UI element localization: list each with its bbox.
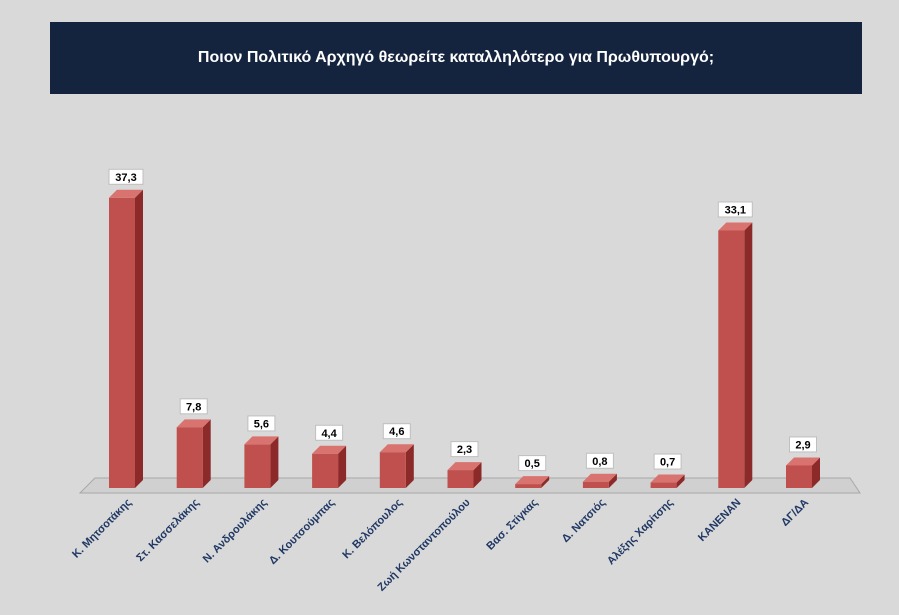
data-label-text: 2,3	[457, 444, 472, 456]
bar-side	[541, 476, 550, 488]
category-label-9: Αλέξης Χαρίτσης	[605, 496, 676, 567]
bar-front	[312, 453, 339, 488]
bar-top	[109, 189, 143, 198]
chart-title-bar: Ποιον Πολιτικό Αρχηγό θεωρείτε καταλληλό…	[50, 22, 862, 94]
data-label-10: 33,1	[717, 201, 753, 218]
bar-5	[379, 444, 414, 488]
category-label-2: Στ. Κασσελάκης	[134, 496, 202, 564]
bar-side	[608, 473, 617, 488]
data-label-text: 37,3	[115, 172, 136, 184]
bar-top	[515, 476, 550, 485]
bar-side	[405, 444, 414, 488]
data-label-7: 0,5	[518, 455, 547, 472]
bar-side	[744, 222, 753, 488]
category-label-4: Δ. Κουτσούμπας	[267, 496, 337, 566]
data-label-text: 0,7	[660, 457, 675, 469]
data-label-box	[247, 415, 276, 432]
bar-side	[812, 457, 820, 488]
bar-side	[676, 474, 685, 488]
data-label-box	[315, 424, 344, 441]
bar-8	[582, 473, 617, 488]
data-label-2: 7,8	[179, 398, 208, 415]
data-label-text: 0,8	[592, 456, 607, 468]
bar-top	[312, 445, 347, 454]
category-label-1: Κ. Μητσοτάκης	[70, 496, 134, 560]
bar-11	[786, 457, 820, 488]
bar-9	[650, 474, 685, 488]
data-labels: 37,3 7,8 5,6 4,4 4,6 2,3 0,5 0,8 0,7 33,1 2,9	[108, 168, 817, 472]
data-label-box	[717, 201, 753, 218]
bar-front	[786, 465, 812, 488]
data-label-text: 5,6	[254, 418, 269, 430]
category-label-3: Ν. Ανδρουλάκης	[201, 496, 270, 565]
bar-front	[109, 197, 135, 488]
data-label-11: 2,9	[789, 436, 817, 453]
bar-3	[244, 436, 279, 488]
category-label-7: Βασ. Στίγκας	[484, 496, 540, 552]
bar-side	[135, 189, 143, 488]
bar-top	[176, 419, 211, 428]
bar-1	[109, 189, 143, 488]
data-label-9: 0,7	[653, 453, 682, 470]
data-label-1: 37,3	[108, 168, 144, 185]
data-label-box	[108, 168, 144, 185]
bar-side	[202, 419, 211, 488]
bar-top	[650, 474, 685, 483]
data-label-text: 7,8	[186, 401, 201, 413]
data-label-text: 4,4	[321, 428, 337, 440]
data-label-5: 4,6	[382, 423, 411, 440]
data-label-8: 0,8	[585, 452, 614, 469]
bar-front	[515, 484, 542, 488]
chart-title: Ποιον Πολιτικό Αρχηγό θεωρείτε καταλληλό…	[197, 49, 715, 66]
data-label-3: 5,6	[247, 415, 276, 432]
data-label-6: 2,3	[450, 441, 479, 458]
bar-top	[718, 222, 753, 231]
bar-top	[447, 462, 482, 471]
category-label-10: ΚΑΝΕΝΑΝ	[696, 497, 743, 544]
bar-side	[270, 436, 279, 488]
bar-top	[582, 473, 617, 482]
bar-4	[312, 445, 347, 488]
category-label-8: Δ. Νατσιός	[560, 496, 609, 545]
bar-top	[786, 457, 820, 466]
bar-front	[447, 470, 474, 488]
data-label-text: 0,5	[525, 458, 540, 470]
data-label-text: 4,6	[389, 426, 404, 438]
data-label-box	[585, 452, 614, 469]
bar-front	[650, 482, 677, 488]
category-label-11: ΔΓ/ΔΑ	[779, 497, 811, 529]
data-label-text: 33,1	[725, 204, 746, 216]
bar-top	[379, 444, 414, 453]
bars	[109, 189, 820, 488]
bar-7	[515, 476, 550, 488]
data-label-4: 4,4	[315, 424, 344, 441]
data-label-box	[450, 441, 479, 458]
bar-side	[338, 445, 347, 488]
data-label-text: 2,9	[795, 439, 810, 451]
bar-top	[244, 436, 279, 445]
bar-front	[379, 452, 406, 488]
bar-10	[718, 222, 753, 488]
category-label-5: Κ. Βελόπουλος	[340, 496, 405, 561]
data-label-box	[518, 455, 547, 472]
data-label-box	[789, 436, 817, 453]
bar-front	[582, 481, 609, 488]
bar-front	[176, 427, 203, 488]
data-label-box	[382, 423, 411, 440]
bar-front	[718, 230, 745, 488]
data-label-box	[653, 453, 682, 470]
bar-6	[447, 462, 482, 488]
data-label-box	[179, 398, 208, 415]
bar-front	[244, 444, 271, 488]
bar-2	[176, 419, 211, 488]
bar-side	[473, 462, 482, 488]
